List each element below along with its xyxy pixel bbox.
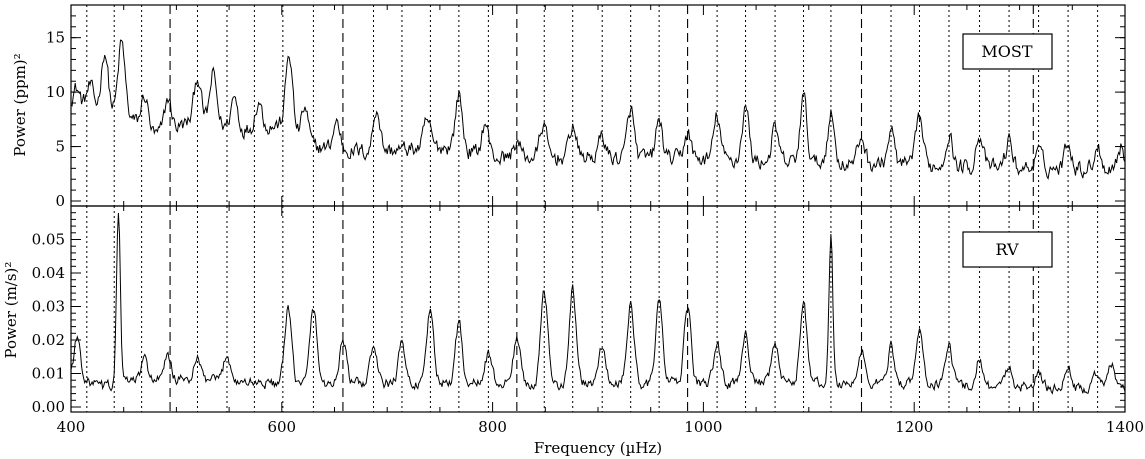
rv-power-series (70, 212, 1126, 395)
most-legend-box (962, 33, 1053, 70)
y-tick-label: 0.00 (32, 398, 65, 416)
x-axis-tick-labels: 400 600 800 1000 1200 1400 (57, 418, 1144, 436)
x-tick-label: 600 (267, 418, 296, 436)
most-y-axis: 0 5 10 15 (46, 4, 1125, 210)
most-panel: 0 5 10 15 Power (ppm)² MOST (11, 4, 1126, 210)
most-legend-label: MOST (981, 42, 1032, 61)
x-tick-label: 1200 (895, 418, 933, 436)
rv-frequency-markers (86, 206, 1099, 412)
y-tick-label: 15 (46, 29, 65, 47)
x-tick-label: 1400 (1106, 418, 1144, 436)
y-tick-label: 0.03 (32, 298, 65, 316)
x-tick-label: 400 (57, 418, 86, 436)
most-x-ticks (70, 5, 1126, 206)
y-tick-label: 10 (46, 83, 65, 101)
most-power-series (70, 39, 1126, 180)
rv-y-axis-label: Power (m/s)² (2, 262, 20, 359)
y-tick-label: 0.01 (32, 365, 65, 383)
y-tick-label: 5 (55, 138, 65, 156)
rv-legend-label: RV (995, 240, 1018, 259)
y-tick-label: 0 (55, 192, 65, 210)
most-y-axis-label: Power (ppm)² (11, 53, 29, 156)
y-tick-label: 0.05 (32, 231, 65, 249)
y-tick-label: 0.02 (32, 331, 65, 349)
rv-legend-box (962, 231, 1053, 268)
x-tick-label: 1000 (684, 418, 722, 436)
x-tick-label: 800 (478, 418, 507, 436)
rv-y-axis: 0.00 0.01 0.02 0.03 0.04 0.05 (32, 212, 1125, 416)
y-tick-label: 0.04 (32, 264, 65, 282)
most-frequency-markers (86, 5, 1099, 206)
rv-panel: 0.00 0.01 0.02 0.03 0.04 0.05 Power (m/s)² RV (2, 205, 1126, 416)
x-axis-label: Frequency (µHz) (534, 439, 662, 457)
rv-x-ticks (70, 206, 1126, 412)
